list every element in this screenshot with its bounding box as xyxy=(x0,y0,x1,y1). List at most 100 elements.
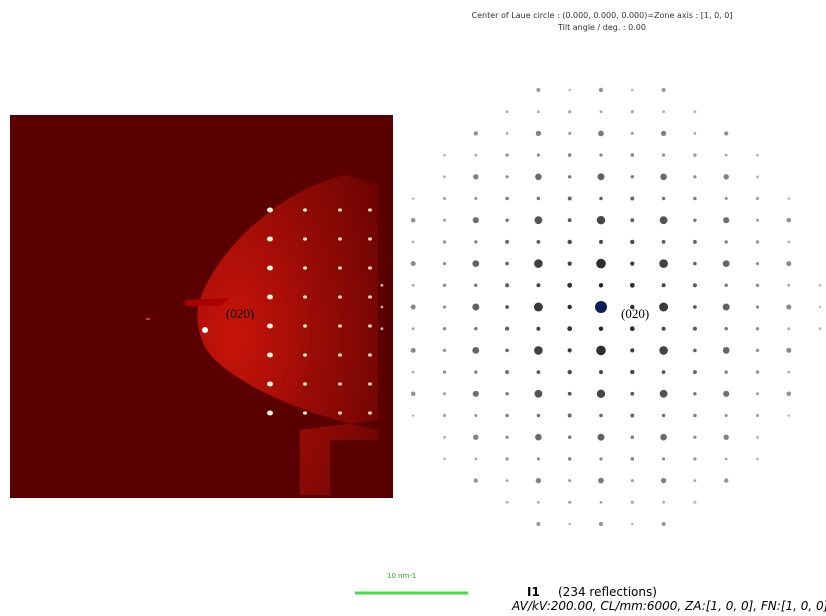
reflection xyxy=(693,414,697,418)
reflection xyxy=(506,479,509,482)
reflection xyxy=(568,132,571,135)
spot xyxy=(368,208,372,211)
reflection xyxy=(630,392,634,396)
reflection xyxy=(505,349,509,353)
reflection xyxy=(725,284,728,287)
reflection xyxy=(536,88,540,92)
reflection xyxy=(660,174,667,181)
footer-title: I1 xyxy=(527,585,540,599)
reflection xyxy=(537,110,540,113)
direct-beam xyxy=(595,301,607,313)
reflection xyxy=(630,262,634,266)
reflection xyxy=(535,434,542,441)
reflection xyxy=(474,370,477,373)
reflection xyxy=(723,260,730,267)
reflection xyxy=(787,392,792,397)
reflection xyxy=(443,219,446,222)
reflection xyxy=(756,175,759,178)
reflection xyxy=(443,414,446,417)
reflection xyxy=(443,436,446,439)
reflection xyxy=(505,457,508,460)
reflection xyxy=(506,110,509,113)
reflection xyxy=(472,304,479,311)
reflection xyxy=(473,174,478,179)
reflection xyxy=(536,283,540,287)
reflection xyxy=(599,457,602,460)
reflection xyxy=(412,284,415,287)
reflection xyxy=(472,347,479,354)
spot xyxy=(368,382,372,385)
reflection xyxy=(756,349,759,352)
reflection xyxy=(568,457,572,461)
spot xyxy=(303,266,307,269)
reflection xyxy=(443,349,446,352)
reflection xyxy=(411,218,416,223)
reflection xyxy=(568,262,572,266)
reflection xyxy=(693,197,697,201)
reflection xyxy=(536,478,541,483)
reflection xyxy=(659,303,668,312)
reflection xyxy=(568,175,571,178)
spot xyxy=(338,237,342,240)
reflection xyxy=(788,197,791,200)
spot xyxy=(338,411,342,414)
reflection xyxy=(662,370,666,374)
reflection xyxy=(630,370,634,374)
reflection xyxy=(662,283,666,287)
reflection xyxy=(536,327,540,331)
reflection xyxy=(693,240,697,244)
reflection xyxy=(474,327,477,330)
spot xyxy=(202,327,208,333)
reflection xyxy=(474,478,478,482)
reflection xyxy=(474,240,477,243)
reflection xyxy=(505,414,509,418)
reflection xyxy=(443,175,446,178)
reflection xyxy=(756,240,759,243)
reflection xyxy=(472,260,479,267)
reflection xyxy=(534,346,543,355)
reflection xyxy=(756,458,759,461)
footer-params: AV/kV:200.00, CL/mm:6000, ZA:[1, 0, 0], … xyxy=(511,599,826,613)
reflection xyxy=(723,304,730,311)
reflection xyxy=(411,261,416,266)
reflection xyxy=(568,153,572,157)
footer-reflections: (234 reflections) xyxy=(558,585,657,599)
spot xyxy=(338,353,342,356)
reflection xyxy=(787,241,790,244)
reflection xyxy=(567,283,572,288)
reflection xyxy=(568,240,572,244)
reflection xyxy=(756,392,759,395)
diffraction-figure: Center of Laue circle : (0.000, 0.000, 0… xyxy=(0,0,826,616)
spot xyxy=(368,324,372,327)
reflection xyxy=(787,284,790,287)
spot xyxy=(338,324,342,327)
reflection xyxy=(600,501,603,504)
reflection xyxy=(505,153,508,156)
spot xyxy=(267,295,273,300)
reflection xyxy=(598,173,605,180)
reflection xyxy=(412,327,415,330)
reflection xyxy=(537,370,541,374)
reflection xyxy=(659,346,668,355)
reflection xyxy=(723,217,729,223)
reflection xyxy=(411,392,416,397)
reflection xyxy=(786,348,791,353)
reflection xyxy=(756,284,759,287)
reflection xyxy=(631,436,634,439)
reflection xyxy=(443,154,446,157)
reflection xyxy=(474,458,477,461)
reflection xyxy=(756,436,759,439)
spot xyxy=(267,324,273,329)
reflection xyxy=(662,522,666,526)
reflection xyxy=(694,479,697,482)
reflection xyxy=(537,414,540,417)
reflection xyxy=(381,306,384,309)
reflection xyxy=(787,218,792,223)
reflection xyxy=(725,154,728,157)
reflection xyxy=(631,501,634,504)
reflection xyxy=(723,347,730,354)
reflection xyxy=(505,283,509,287)
reflection xyxy=(693,327,697,331)
reflection xyxy=(788,414,791,417)
spot xyxy=(338,382,342,385)
